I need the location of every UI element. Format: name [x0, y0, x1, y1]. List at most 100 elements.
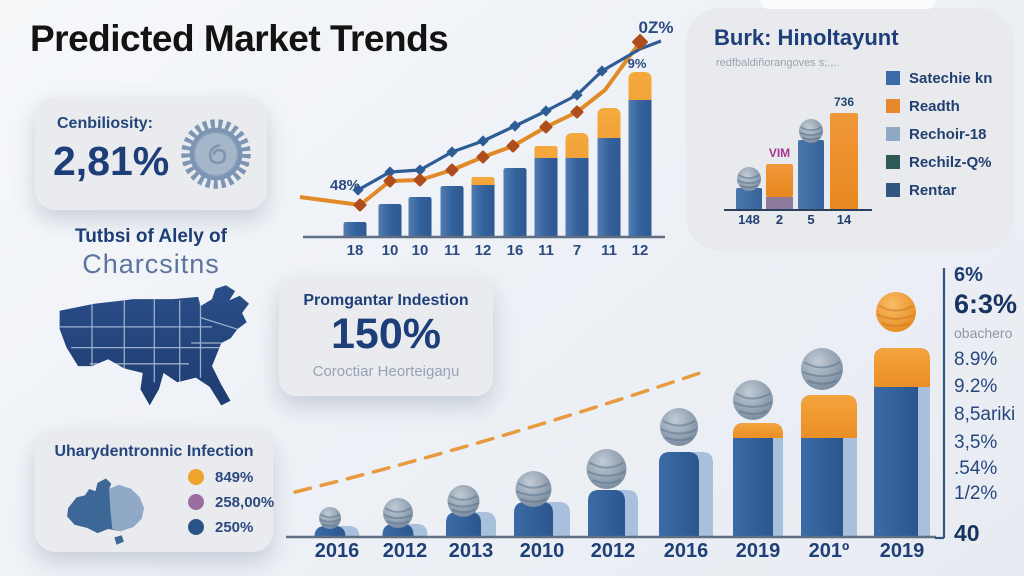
orange-dot-icon: [188, 469, 204, 485]
right-axis-label: 3,5%: [954, 432, 997, 453]
right-axis-label: 40: [954, 520, 980, 546]
orange-diamond-marker: [383, 174, 397, 188]
mini-bar: [798, 140, 824, 210]
figure-head-orange: [876, 292, 916, 332]
head-streak: [801, 370, 843, 378]
legend-label: Rechoir-18: [909, 125, 987, 143]
infection-legend: 849% 258,00% 250%: [188, 469, 275, 536]
head-streak: [738, 410, 768, 415]
usa-map: [38, 283, 266, 410]
year-label: 2016: [664, 540, 709, 562]
gear-icon: [172, 110, 260, 198]
head-streak: [806, 379, 838, 385]
head-streak: [881, 322, 911, 327]
orange-diamond-marker: [353, 198, 367, 212]
head-streak: [320, 513, 340, 519]
figure-head: [383, 498, 413, 528]
legend-label: Readth: [909, 97, 960, 115]
navy-dot-icon: [188, 519, 204, 535]
promo-card: [279, 277, 493, 396]
map-section-heading-line1: Tutbsi of Alely of: [75, 226, 227, 247]
right-axis-label: 6:3%: [954, 289, 1017, 319]
x-axis-label: 12: [475, 242, 492, 259]
figure-body-dark: [514, 502, 553, 537]
year-label: 2019: [880, 540, 925, 562]
head-streak: [588, 461, 625, 469]
figure-body-orange-cap: [733, 423, 783, 438]
globe-streak: [738, 174, 760, 180]
mini-x-axis-label: 14: [837, 212, 852, 227]
right-axis-label: .54%: [954, 458, 997, 479]
bar-blue: [534, 158, 558, 237]
head-streak: [449, 495, 478, 501]
legend-item: 250%: [188, 519, 274, 536]
panel-notch: [760, 0, 936, 9]
mini-bar: [830, 113, 858, 210]
head-streak: [660, 428, 698, 435]
year-label: 2019: [736, 540, 781, 562]
figure-body-orange-cap: [801, 395, 857, 438]
mini-bar-annotation: VIM: [769, 146, 790, 160]
bar-blue: [343, 222, 367, 237]
x-axis-label: 10: [412, 242, 429, 259]
orange-diamond-marker: [506, 139, 520, 153]
year-label: 2016: [315, 540, 360, 562]
head-streak: [662, 420, 696, 427]
orange-diamond-marker: [413, 173, 427, 187]
australia-map: [50, 468, 162, 550]
legend-item: Rechoir-18: [886, 125, 992, 143]
orange-diamond-marker: [445, 163, 459, 177]
right-axis-label: obachero: [954, 325, 1013, 341]
orange-diamond-marker: [570, 105, 584, 119]
navy-square-icon: [886, 183, 900, 197]
head-streak: [878, 304, 914, 312]
figure-body-dark: [382, 524, 414, 537]
figure-head: [660, 408, 698, 446]
blue-square-icon: [886, 71, 900, 85]
x-axis-label: 10: [382, 242, 399, 259]
promo-card-subtitle: Coroctiar Heorteigaŋu: [312, 363, 460, 380]
bar-blue: [597, 138, 621, 237]
legend-item: 849%: [188, 469, 274, 486]
bar-blue: [628, 100, 652, 237]
promo-card-value: 150%: [331, 310, 441, 358]
head-streak: [447, 502, 480, 508]
chart-annotation: 9%: [628, 56, 647, 71]
head-streak: [735, 392, 771, 400]
x-axis-label: 16: [507, 242, 524, 259]
legend-label: Satechie kn: [909, 69, 993, 87]
purple-dot-icon: [188, 494, 204, 510]
mini-x-axis-label: 5: [807, 212, 814, 227]
figure-body-dark: [874, 348, 918, 537]
figure-body-orange-cap: [874, 348, 930, 387]
x-axis-label: 11: [601, 242, 617, 259]
blue-diamond-marker: [446, 146, 458, 158]
head-streak: [383, 513, 413, 520]
legend-item: Rentar: [886, 182, 992, 199]
year-label: 2012: [383, 540, 428, 562]
bar-blue: [408, 197, 432, 237]
year-label: 2010: [520, 540, 565, 562]
head-streak: [665, 436, 693, 442]
bar-blue: [565, 158, 589, 237]
map-section-heading-line2: Charcsitns: [82, 249, 220, 279]
head-streak: [387, 520, 409, 525]
stat-card-value: 2,81%: [53, 138, 170, 184]
panel-mini-chart: 148 VIM 2 5 736 14: [718, 88, 878, 228]
blue-diamond-marker: [509, 120, 521, 132]
head-streak: [733, 401, 773, 408]
globe-streak: [799, 131, 823, 137]
globe-streak: [800, 126, 822, 132]
right-axis-label: 9.2%: [954, 376, 997, 397]
infection-card-title: Uharydentronnic Infection: [54, 443, 254, 460]
head-streak: [384, 507, 412, 513]
legend-item: Satechie kn: [886, 69, 993, 87]
legend-item: Readth: [886, 97, 992, 115]
year-label: 2013: [449, 540, 494, 562]
head-streak: [520, 497, 547, 503]
page-title: Predicted Market Trends: [30, 18, 449, 59]
legend-label: 258,00%: [215, 493, 275, 511]
lightblue-square-icon: [886, 127, 900, 141]
x-axis-label: 11: [538, 242, 554, 259]
